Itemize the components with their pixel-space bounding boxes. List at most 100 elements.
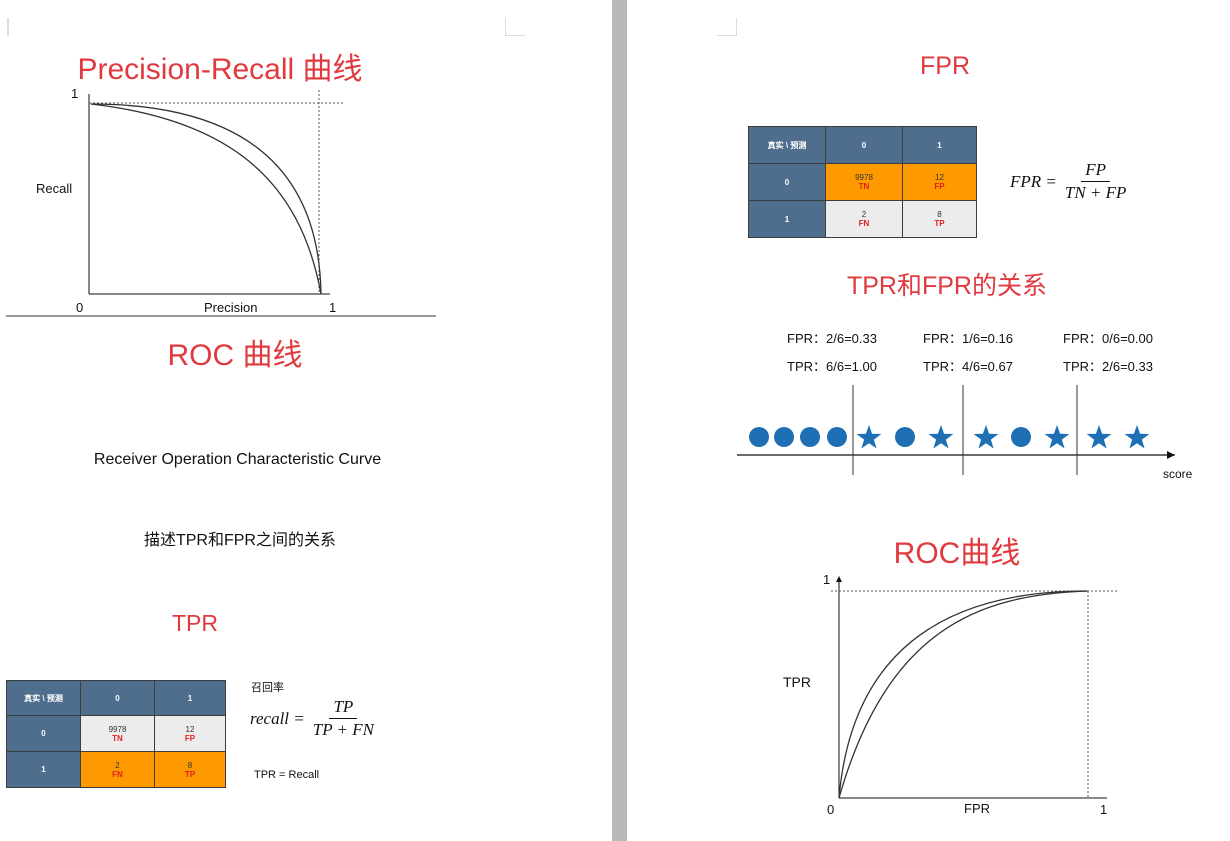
cell-tn: 9978 TN [825, 163, 903, 201]
score-line-diagram [737, 385, 1175, 475]
pr-curve-inner [90, 103, 322, 295]
roc-curve-outer [838, 590, 1088, 799]
pr-title: Precision-Recall 曲线 [77, 53, 363, 86]
pr-x-label: Precision [204, 300, 258, 315]
negative-sample-circle-icon [800, 427, 820, 447]
tp-value: 8 [187, 760, 193, 770]
crop-mark-icon [505, 18, 525, 36]
recall-denominator: TP + FN [312, 720, 374, 739]
matrix-col-1: 1 [902, 126, 977, 164]
fp-label: FP [184, 733, 196, 743]
fn-label: FN [858, 219, 870, 228]
recall-fraction: TP TP + FN [309, 697, 378, 740]
roc-origin: 0 [827, 802, 835, 817]
positive-sample-star-icon [928, 425, 954, 449]
fp-value: 12 [935, 173, 944, 182]
relation-title: TPR和FPR的关系 [846, 272, 1047, 300]
negative-sample-circle-icon [749, 427, 769, 447]
roc-x-tick-right: 1 [1100, 802, 1108, 817]
fn-value: 2 [115, 760, 120, 770]
fn-value: 2 [861, 210, 867, 219]
right-page: FPR 真实 \ 预测 0 1 0 9978 TN 12 FP 1 2 FN 8 TP … [627, 0, 1230, 841]
matrix-row-1: 1 [6, 751, 81, 788]
matrix-col-1: 1 [154, 680, 226, 716]
fpr-formula-lhs: FPR = [1010, 171, 1057, 191]
roc-x-label: FPR [964, 801, 990, 816]
roc-y-tick-top: 1 [823, 572, 831, 587]
fp-value: 12 [185, 724, 195, 734]
negative-sample-circle-icon [1011, 427, 1031, 447]
positive-sample-star-icon [1086, 425, 1112, 449]
cell-fn: 2 FN [80, 751, 155, 788]
pr-y-tick-top: 1 [71, 86, 79, 101]
positive-sample-star-icon [973, 425, 999, 449]
pr-origin: 0 [76, 300, 84, 315]
score-axis-arrow-icon [1167, 451, 1175, 459]
threshold-3-fpr: FPR：0/6=0.00 [1063, 331, 1153, 346]
fpr-fraction: FP TN + FP [1061, 160, 1131, 203]
fpr-denominator: TN + FP [1064, 183, 1127, 202]
pr-x-tick-right: 1 [329, 300, 337, 315]
cell-fp: 12 FP [902, 163, 977, 201]
recall-numerator: TP [329, 697, 358, 719]
roc-curve-inner [838, 590, 1088, 799]
negative-sample-circle-icon [895, 427, 915, 447]
cell-tp: 8 TP [902, 200, 977, 238]
positive-sample-star-icon [1044, 425, 1070, 449]
tn-label: TN [858, 182, 870, 191]
negative-sample-circle-icon [827, 427, 847, 447]
threshold-2-tpr: TPR：4/6=0.67 [923, 359, 1013, 374]
roc-y-axis-arrow-icon [836, 576, 842, 582]
fp-label: FP [934, 182, 945, 191]
cell-fp: 12 FP [154, 715, 226, 752]
tp-label: TP [184, 769, 196, 779]
tn-label: TN [112, 733, 123, 743]
threshold-1-fpr: FPR：2/6=0.33 [787, 331, 877, 346]
fn-label: FN [112, 769, 123, 779]
roc-chart [831, 576, 1117, 799]
pr-y-label: Recall [36, 181, 73, 196]
tn-value: 9978 [108, 724, 127, 734]
matrix-row-0: 0 [6, 715, 81, 752]
recall-formula: recall = TP TP + FN [250, 697, 378, 740]
roc-subtitle: Receiver Operation Characteristic Curve [93, 451, 382, 468]
tpr-title: TPR [172, 610, 218, 636]
recall-caption: 召回率 [251, 682, 284, 694]
page-gutter [612, 0, 627, 841]
fpr-numerator: FP [1081, 160, 1111, 182]
left-page: Precision-Recall 曲线 1 Recall 0 Precision… [0, 0, 612, 841]
negative-sample-circle-icon [774, 427, 794, 447]
matrix-corner: 真实 \ 预测 [748, 126, 826, 164]
pr-chart [6, 90, 436, 317]
roc-title-left: ROC 曲线 [167, 339, 303, 372]
sample-markers [749, 425, 1150, 449]
cell-tp: 8 TP [154, 751, 226, 788]
score-label: score [1163, 467, 1193, 481]
roc-title-right: ROC曲线 [893, 537, 1021, 570]
positive-sample-star-icon [1124, 425, 1150, 449]
matrix-corner: 真实 \ 预测 [6, 680, 81, 716]
crop-mark-icon [7, 18, 9, 36]
matrix-row-1: 1 [748, 200, 826, 238]
threshold-3-tpr: TPR：2/6=0.33 [1063, 359, 1153, 374]
pr-curve-outer [90, 103, 322, 295]
crop-mark-icon [717, 18, 737, 36]
threshold-2-fpr: FPR：1/6=0.16 [923, 331, 1013, 346]
roc-description: 描述TPR和FPR之间的关系 [143, 532, 336, 549]
threshold-1-tpr: TPR：6/6=1.00 [787, 359, 877, 374]
matrix-col-0: 0 [825, 126, 903, 164]
tp-value: 8 [937, 210, 942, 219]
cell-tn: 9978 TN [80, 715, 155, 752]
matrix-row-0: 0 [748, 163, 826, 201]
positive-sample-star-icon [856, 425, 882, 449]
tpr-equals-recall: TPR = Recall [254, 769, 320, 781]
fpr-title: FPR [920, 52, 970, 80]
confusion-matrix-tpr: 真实 \ 预测 0 1 0 9978 TN 12 FP 1 2 FN 8 TP [6, 680, 226, 788]
tp-label: TP [934, 219, 945, 228]
roc-y-label: TPR [783, 674, 811, 690]
confusion-matrix-fpr: 真实 \ 预测 0 1 0 9978 TN 12 FP 1 2 FN 8 TP [748, 126, 977, 238]
matrix-col-0: 0 [80, 680, 155, 716]
cell-fn: 2 FN [825, 200, 903, 238]
recall-formula-lhs: recall = [250, 708, 305, 728]
fpr-formula: FPR = FP TN + FP [1010, 160, 1130, 203]
